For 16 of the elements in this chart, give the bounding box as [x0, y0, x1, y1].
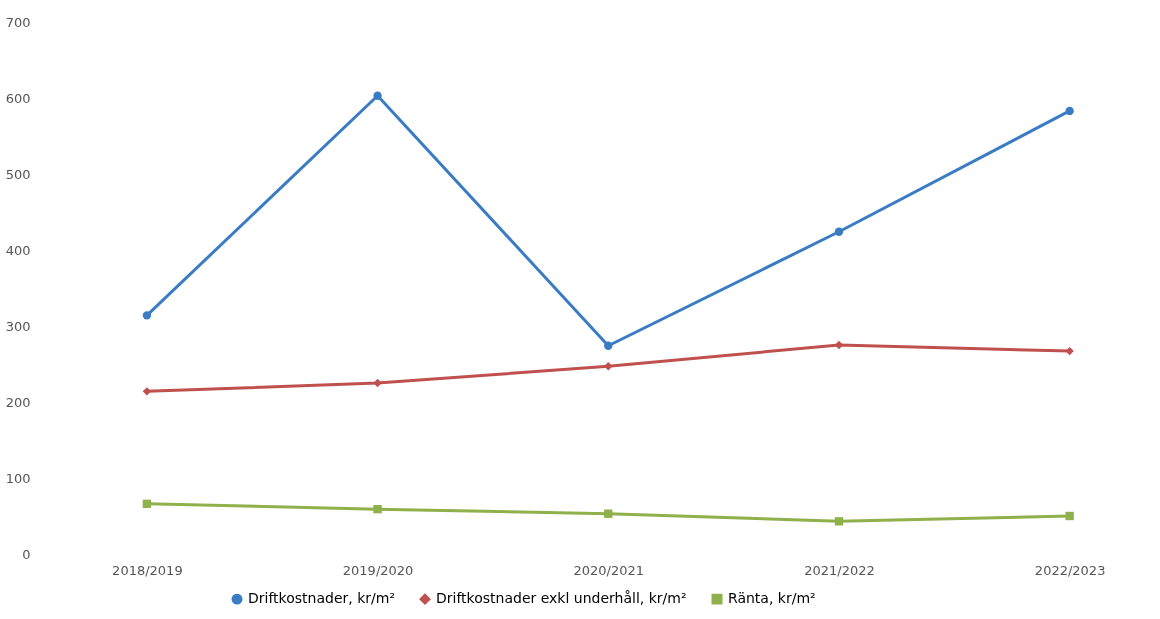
y-tick-label: 0	[22, 546, 31, 562]
y-tick-label: 300	[5, 318, 31, 334]
x-tick-label: 2019/2020	[342, 562, 414, 578]
y-tick-label: 200	[5, 394, 31, 410]
y-tick-label: 700	[5, 14, 31, 30]
x-tick-label: 2022/2023	[1034, 562, 1106, 578]
y-tick-label: 100	[5, 470, 31, 486]
x-tick-label: 2020/2021	[573, 562, 645, 578]
y-tick-label: 400	[5, 242, 31, 258]
legend-label: Driftkostnader, kr/m²	[248, 590, 395, 607]
legend-label: Ränta, kr/m²	[728, 590, 816, 607]
y-tick-label: 500	[5, 166, 31, 182]
x-tick-label: 2018/2019	[112, 562, 183, 578]
y-tick-label: 600	[5, 90, 31, 106]
legend-label: Driftkostnader exkl underhåll, kr/m²	[436, 590, 687, 607]
x-tick-label: 2021/2022	[804, 562, 875, 578]
